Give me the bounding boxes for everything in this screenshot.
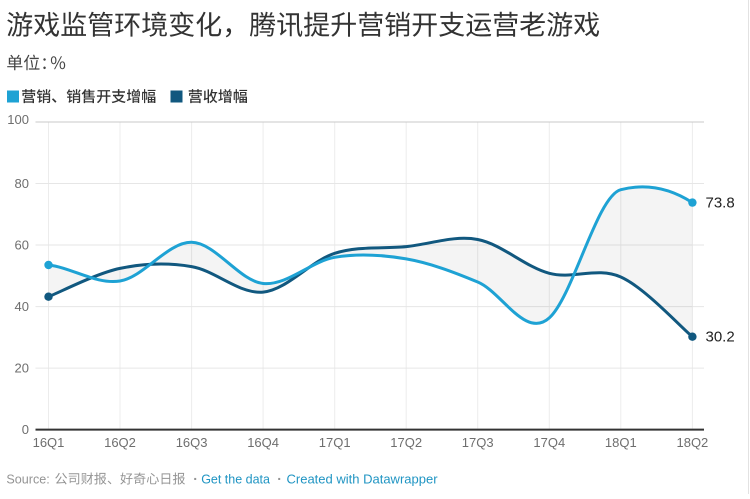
svg-text:17Q4: 17Q4 [533,435,565,450]
svg-text:40: 40 [15,299,29,314]
svg-text:17Q3: 17Q3 [462,435,494,450]
svg-text:16Q2: 16Q2 [104,435,136,450]
svg-text:100: 100 [7,112,29,127]
svg-text:20: 20 [15,361,29,376]
svg-text:73.8: 73.8 [706,195,735,212]
svg-text:30.2: 30.2 [706,329,735,346]
svg-text:Get the data: Get the data [201,473,270,487]
svg-text:16Q1: 16Q1 [33,435,65,450]
svg-text:16Q4: 16Q4 [247,435,279,450]
svg-text:18Q1: 18Q1 [605,435,637,450]
svg-text:0: 0 [22,422,29,437]
svg-text:17Q1: 17Q1 [319,435,351,450]
svg-text:80: 80 [15,176,29,191]
svg-text:·: · [193,471,198,487]
svg-text:·: · [277,471,282,487]
svg-text:Source:: Source: [6,473,49,487]
svg-text:Created with Datawrapper: Created with Datawrapper [287,472,439,487]
svg-text:16Q3: 16Q3 [176,435,208,450]
svg-text:18Q2: 18Q2 [676,435,708,450]
svg-text:60: 60 [15,238,29,253]
svg-text:17Q2: 17Q2 [390,435,422,450]
